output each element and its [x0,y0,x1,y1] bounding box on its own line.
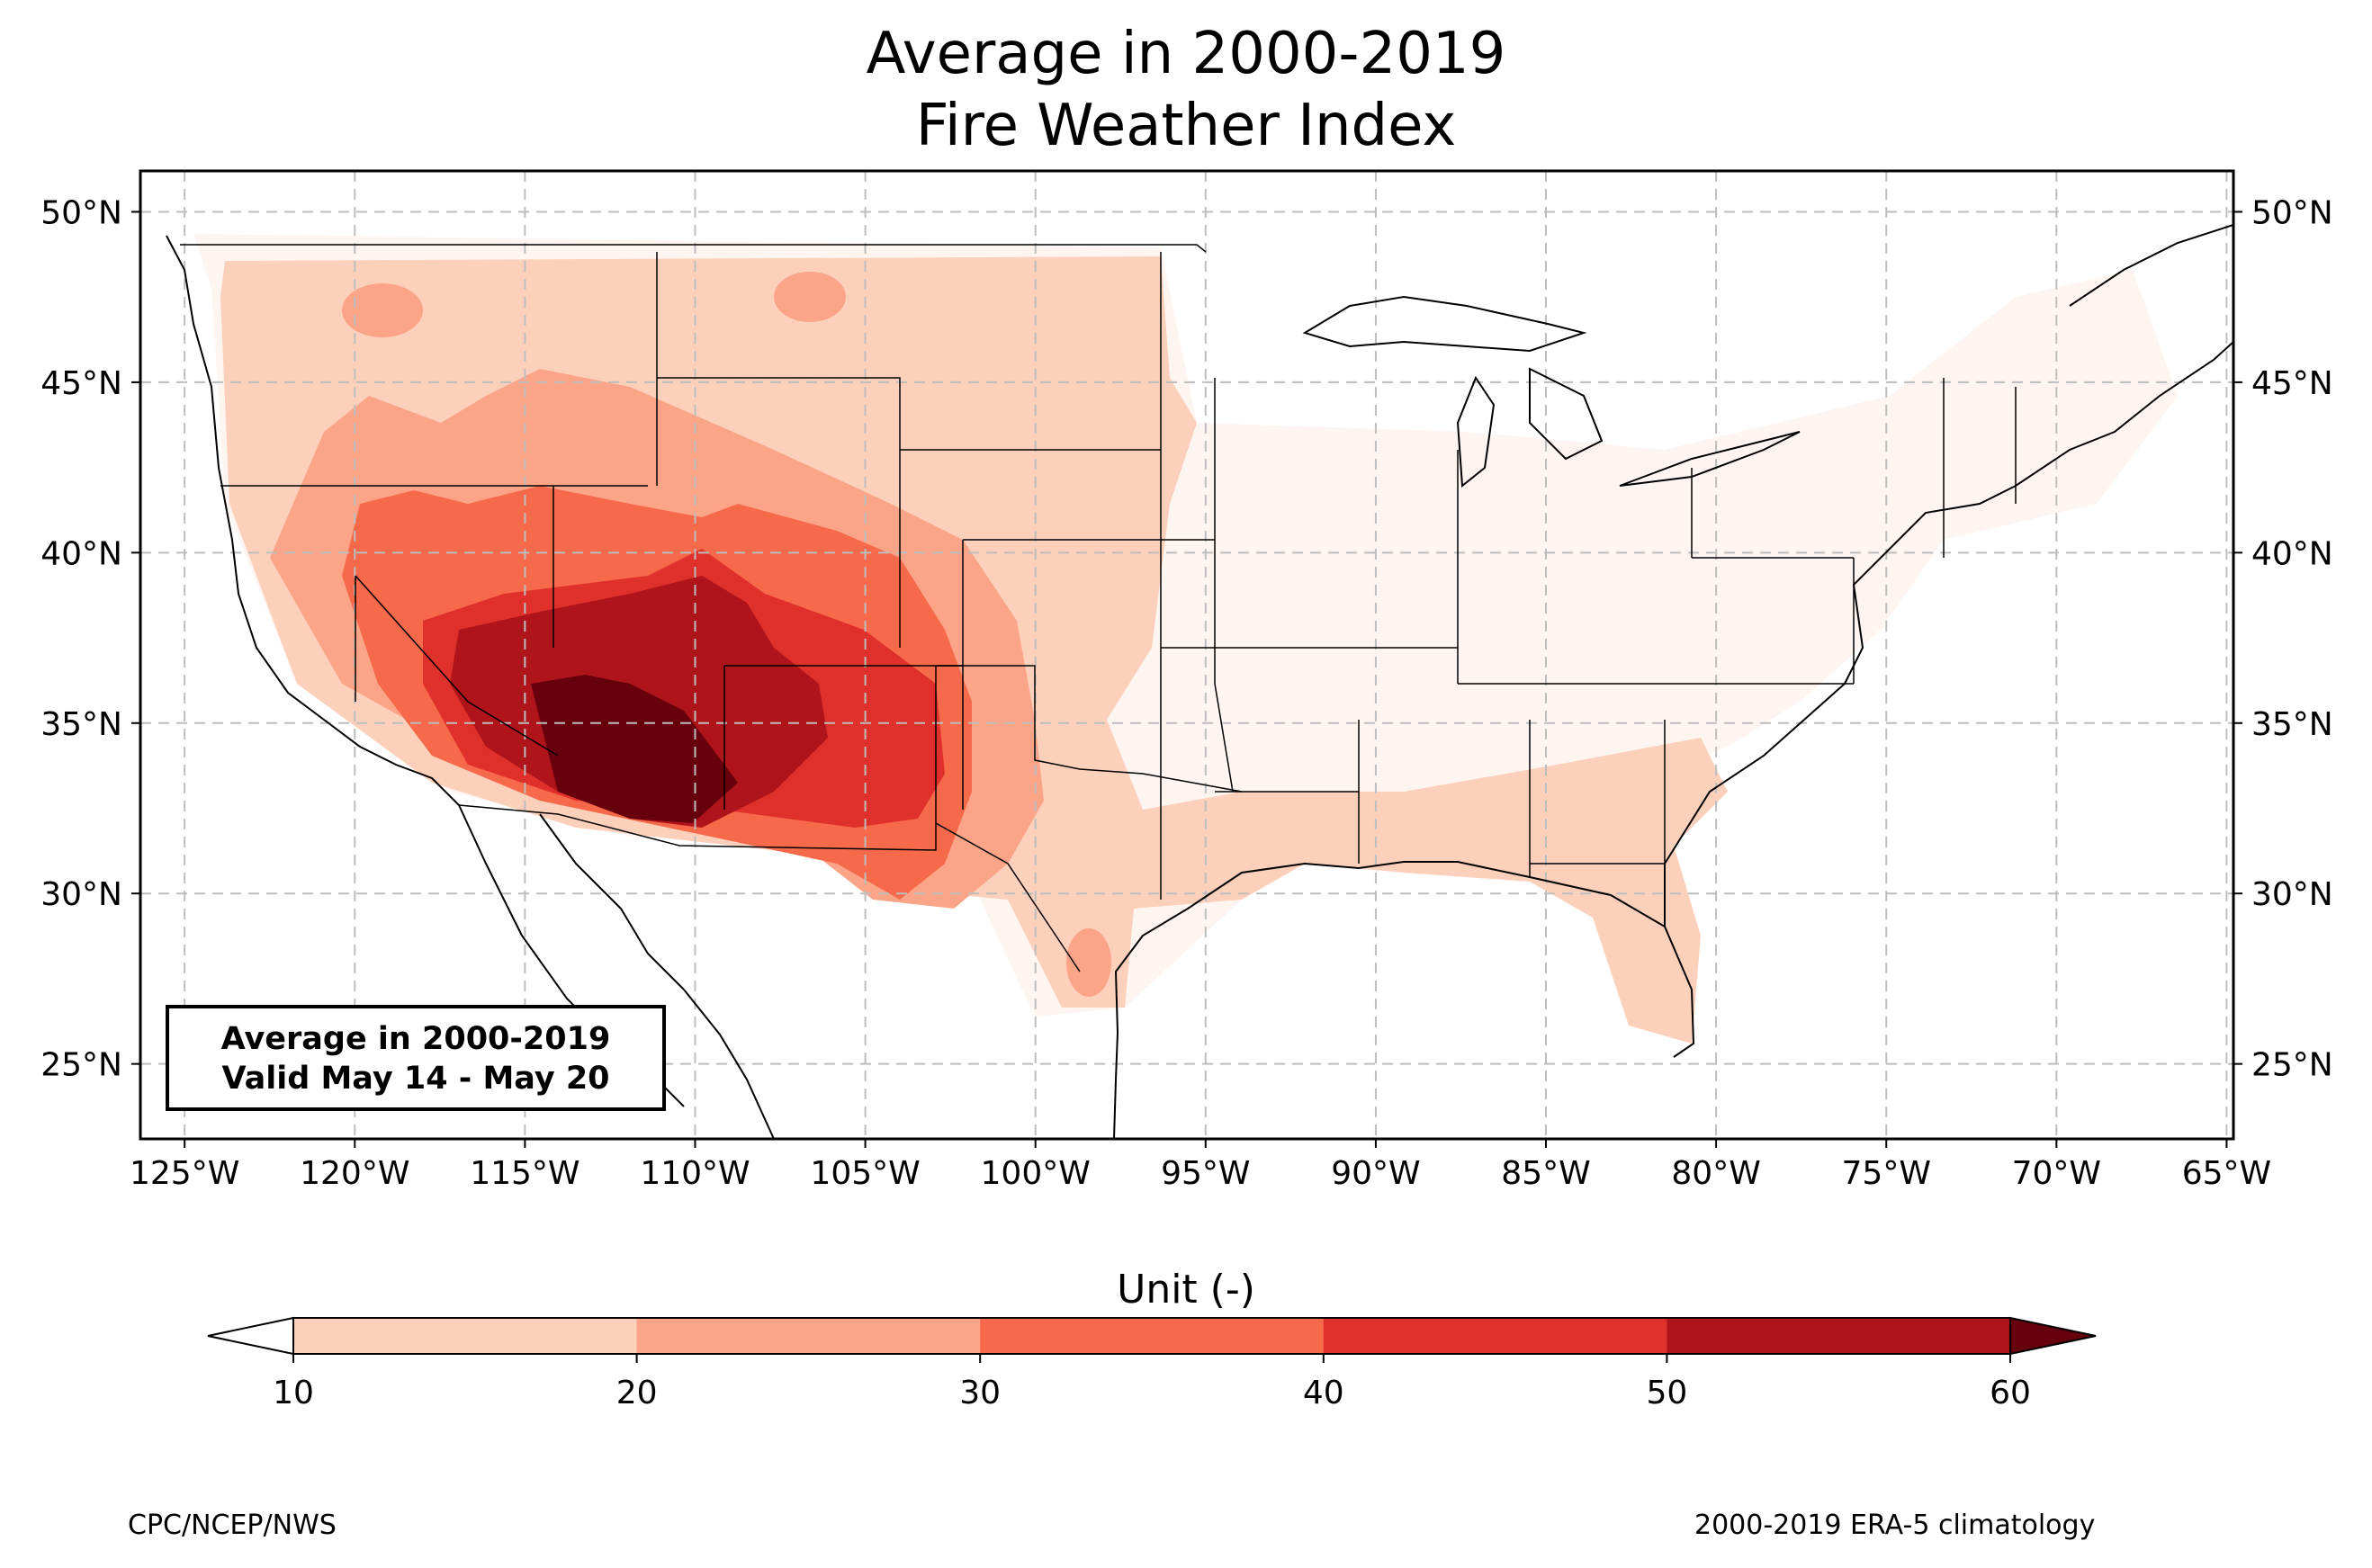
colorbar-band [1667,1318,2011,1354]
colorbar-band [293,1318,638,1354]
gulf-coast [1114,861,1695,1058]
chart-title-line2: Fire Weather Index [915,93,1457,159]
lat-label-left: 25°N [40,1047,122,1084]
colorbar-extend-low [207,1316,294,1356]
lat-label-right: 45°N [2251,365,2333,402]
latitude-labels-left: 50°N 45°N 40°N 35°N 30°N 25°N [40,194,140,1084]
colorbar-extend-high [2009,1316,2097,1356]
lat-label-right: 30°N [2251,876,2333,913]
lon-label: 95°W [1161,1155,1250,1192]
lon-label: 90°W [1331,1155,1420,1192]
fwi-band-over-60 [531,675,738,823]
colorbar-tick-label: 40 [1303,1375,1344,1411]
colorbar-frame [292,1317,2011,1355]
footer-source: CPC/NCEP/NWS [128,1510,337,1541]
colorbar-band [1323,1318,1667,1354]
lon-label: 115°W [470,1155,580,1192]
great-lakes-erie-ontario [1619,431,1801,487]
border-lines [220,252,2017,900]
mexico-gulf-coast [1113,1032,1119,1139]
lon-label: 100°W [981,1155,1091,1192]
lon-label: 65°W [2182,1155,2271,1192]
colorbar-band [980,1318,1325,1354]
longitude-labels: 125°W 120°W 115°W 110°W 105°W 100°W 95°W 90°W 85… [130,1139,2271,1192]
lon-label: 105°W [810,1155,920,1192]
colorbar-ticks: 10 20 30 40 50 60 [273,1354,2031,1411]
colorbar-tick-label: 10 [273,1375,314,1411]
lon-label: 75°W [1842,1155,1931,1192]
colorbar-tick-label: 20 [616,1375,658,1411]
mexico-border [458,804,1081,972]
info-line1: Average in 2000-2019 [220,1021,611,1057]
lon-label: 110°W [640,1155,750,1192]
info-box: Average in 2000-2019 Valid May 14 - May … [166,1005,666,1111]
lat-label-left: 45°N [40,365,122,402]
lon-label: 120°W [300,1155,409,1192]
colorbar-band [636,1318,981,1354]
footer-climatology: 2000-2019 ERA-5 climatology [1694,1510,2096,1541]
fwi-patch-texas [1066,928,1111,997]
great-lakes-superior [1302,295,1587,353]
canada-border [180,244,1207,253]
lat-label-left: 50°N [40,194,122,231]
lat-label-right: 50°N [2251,194,2333,231]
mexico-pacific-coast [683,989,775,1139]
colorbar [207,1316,2097,1356]
state-boundaries [180,244,2017,972]
colorbar-tick-label: 60 [1990,1375,2031,1411]
texas-outline [935,665,1243,823]
colorbar-tick-label: 50 [1646,1375,1687,1411]
canada-atlantic-coast [2069,224,2233,307]
lat-label-right: 40°N [2251,535,2333,572]
lon-label: 70°W [2012,1155,2101,1192]
lat-label-left: 35°N [40,706,122,743]
lat-label-right: 25°N [2251,1047,2333,1084]
latitude-labels-right: 50°N 45°N 40°N 35°N 30°N 25°N [2233,194,2333,1084]
gulf-of-california [539,813,685,990]
great-lakes-michigan [1456,375,1496,488]
chart-title-line1: Average in 2000-2019 [866,21,1506,87]
map-frame [139,169,2235,1141]
info-line2: Valid May 14 - May 20 [221,1061,610,1097]
colorbar-label: Unit (-) [1117,1267,1255,1313]
lat-label-right: 35°N [2251,706,2333,743]
great-lakes-huron [1529,367,1604,461]
lat-label-left: 40°N [40,535,122,572]
colorbar-tick-label: 30 [959,1375,1001,1411]
lat-label-left: 30°N [40,876,122,913]
fwi-shading [193,234,2178,1044]
lon-label: 85°W [1501,1155,1590,1192]
fwi-patch-idaho [342,283,423,337]
fwi-patch-montana [774,272,846,322]
map-area [140,171,2233,1139]
lon-label: 125°W [130,1155,239,1192]
us-atlantic-coast [1664,341,2233,927]
us-west-coast [166,235,460,806]
lon-label: 80°W [1671,1155,1760,1192]
